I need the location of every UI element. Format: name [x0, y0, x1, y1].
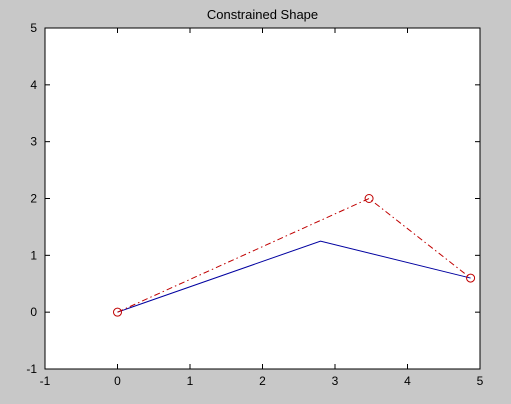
- y-tick-label: 5: [30, 21, 37, 35]
- series-2-marker: [113, 307, 122, 317]
- axis-ticks: [44, 27, 481, 370]
- y-tick-label: 3: [30, 135, 37, 149]
- data-series: [113, 194, 476, 317]
- y-tick-label: 4: [30, 78, 37, 92]
- x-tick-label: 3: [332, 374, 339, 388]
- chart-title: Constrained Shape: [207, 7, 318, 22]
- x-tick-label: 0: [114, 374, 121, 388]
- y-tick-label: -1: [26, 362, 37, 376]
- series-2-marker: [364, 194, 374, 203]
- series-line-1: [117, 240, 471, 313]
- y-tick-label: 1: [30, 248, 37, 262]
- x-tick-label: 5: [477, 374, 484, 388]
- series-2-marker: [466, 273, 476, 283]
- y-tick-label: 0: [30, 305, 37, 319]
- y-tick-label: 2: [30, 192, 37, 206]
- x-tick-label: -1: [40, 374, 51, 388]
- x-tick-label: 2: [259, 374, 266, 388]
- x-tick-label: 1: [187, 374, 194, 388]
- axis-tick-labels: -1 0 1 2 3 4 5 -1 0 1 2 3 4 5: [26, 21, 483, 388]
- x-tick-label: 4: [404, 374, 411, 388]
- plot-area: [44, 27, 481, 370]
